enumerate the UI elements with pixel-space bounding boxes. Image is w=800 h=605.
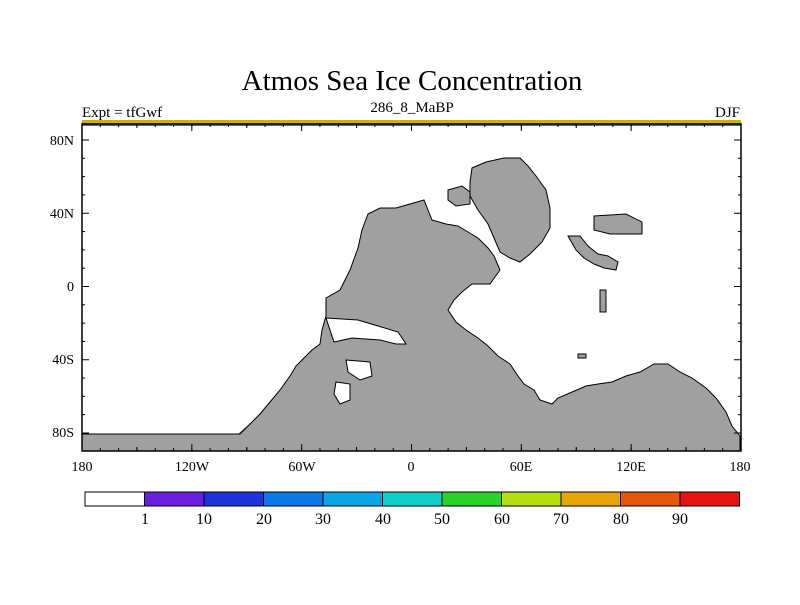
inland-waters [325,317,407,405]
y-tick-label-80s: 80S [52,426,74,441]
east-archipelago [567,235,619,271]
colorbar-label-20: 20 [256,511,272,528]
map-title: Atmos Sea Ice Concentration [242,65,583,97]
y-tick-label-40n: 40N [50,207,74,222]
colorbar-box [679,491,740,507]
southern-lake [345,359,373,381]
y-tick-label-40s: 40S [52,353,74,368]
x-tick-label-120w: 120W [175,460,210,475]
colorbar-label-80: 80 [613,511,629,528]
northeast-landmass [469,157,551,263]
land-masses [81,157,741,452]
colorbar-label-40: 40 [375,511,391,528]
small-islet [577,353,587,359]
colorbar-box [322,491,383,507]
x-tick-label-180w: 180 [72,460,93,475]
colorbar-box [203,491,264,507]
east-island [593,213,643,235]
age-label: 286_8_MaBP [370,100,453,116]
x-tick-label-60w: 60W [288,460,316,475]
colorbar [84,491,740,507]
colorbar-label-70: 70 [553,511,569,528]
x-tick-label-120e: 120E [616,460,646,475]
experiment-label: Expt = tfGwf [82,105,162,121]
colorbar-box [501,491,562,507]
colorbar-labels: 1 10 20 30 40 50 60 70 80 90 [141,511,688,528]
y-tick-label-80n: 80N [50,134,74,149]
season-label: DJF [715,105,740,121]
colorbar-box [382,491,443,507]
colorbar-box [560,491,621,507]
colorbar-box [620,491,681,507]
colorbar-label-30: 30 [315,511,331,528]
colorbar-box [144,491,205,507]
colorbar-label-10: 10 [196,511,212,528]
y-tick-label-0: 0 [67,280,74,295]
colorbar-box [441,491,502,507]
colorbar-label-90: 90 [672,511,688,528]
colorbar-label-50: 50 [434,511,450,528]
colorbar-label-1: 1 [141,511,149,528]
x-tick-label-0: 0 [408,460,415,475]
western-inlet [325,317,407,345]
north-islet [447,185,471,207]
colorbar-label-60: 60 [494,511,510,528]
axis-ticks [81,124,742,451]
arctic-ice-band-yellow [82,120,741,123]
colorbar-box [263,491,324,507]
pangaea-landmass [81,199,741,452]
equatorial-islet [599,289,607,313]
x-tick-label-60e: 60E [510,460,533,475]
x-tick-label-180e: 180 [730,460,751,475]
antarctic-bay [333,381,351,405]
map-panel: 80N 40N 0 40S 80S 180 120W 60W 0 60E 120… [50,120,751,475]
colorbar-box [84,491,145,507]
